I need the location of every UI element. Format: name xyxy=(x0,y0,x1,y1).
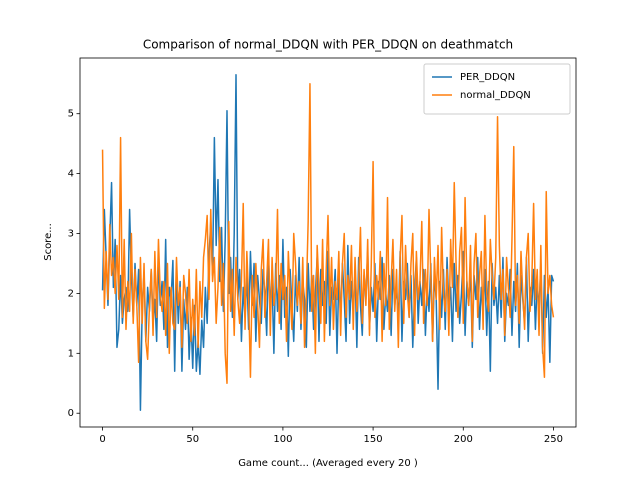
y-tick-label: 2 xyxy=(68,288,74,299)
x-axis-label: Game count... (Averaged every 20 ) xyxy=(238,458,418,469)
legend-label: normal_DDQN xyxy=(460,90,531,101)
x-tick-label: 150 xyxy=(364,434,383,445)
plot-frame xyxy=(79,57,577,428)
y-tick-label: 4 xyxy=(68,169,74,180)
y-tick-label: 5 xyxy=(68,109,74,120)
chart-title: Comparison of normal_DDQN with PER_DDQN … xyxy=(143,38,513,52)
y-axis-label: Score... xyxy=(43,223,54,261)
x-tick-label: 100 xyxy=(273,434,292,445)
line-series xyxy=(101,83,555,385)
legend-box xyxy=(423,63,571,115)
x-tick-label: 0 xyxy=(99,434,105,445)
y-tick-label: 3 xyxy=(68,229,74,240)
x-tick-label: 50 xyxy=(186,434,199,445)
y-tick-label: 1 xyxy=(68,348,74,359)
legend-label: PER_DDQN xyxy=(460,72,515,83)
x-tick-label: 200 xyxy=(454,434,473,445)
y-tick-label: 0 xyxy=(68,408,74,419)
x-tick-label: 250 xyxy=(544,434,563,445)
